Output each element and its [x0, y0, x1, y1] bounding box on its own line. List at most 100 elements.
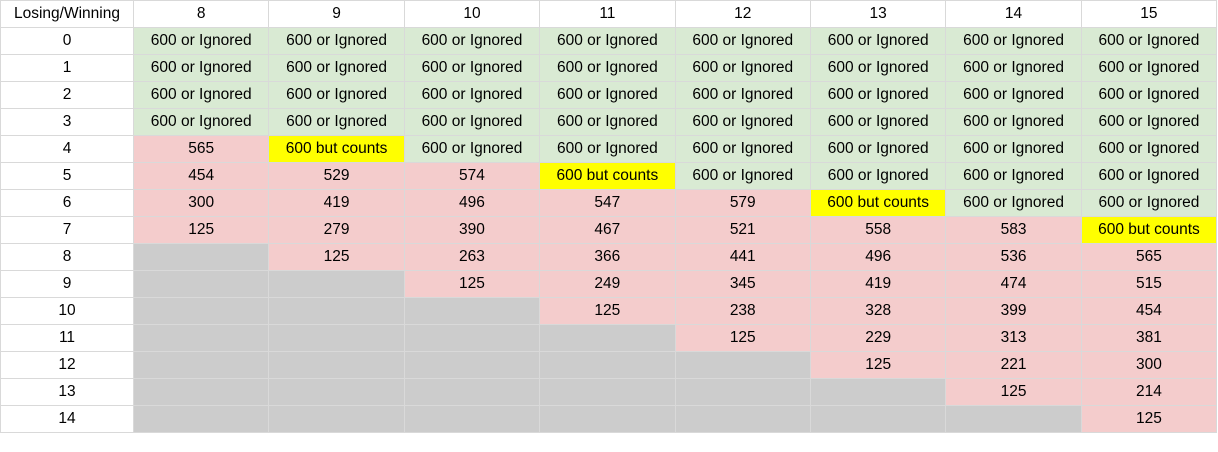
- table-cell[interactable]: 600 or Ignored: [674, 54, 811, 82]
- table-cell[interactable]: [132, 243, 270, 271]
- table-cell[interactable]: 454: [132, 162, 270, 190]
- table-cell[interactable]: 214: [1080, 378, 1218, 406]
- table-cell[interactable]: 600 or Ignored: [539, 81, 676, 109]
- table-cell[interactable]: 600 or Ignored: [403, 108, 541, 136]
- table-cell[interactable]: 547: [539, 189, 676, 217]
- row-header-cell[interactable]: 9: [0, 270, 134, 298]
- table-cell[interactable]: 600 but counts: [809, 189, 947, 217]
- table-cell[interactable]: 125: [1080, 405, 1218, 433]
- table-cell[interactable]: [539, 405, 676, 433]
- table-cell[interactable]: 467: [539, 216, 676, 244]
- table-cell[interactable]: 300: [1080, 351, 1218, 379]
- table-cell[interactable]: 600 or Ignored: [1080, 162, 1218, 190]
- table-cell[interactable]: 496: [403, 189, 541, 217]
- row-header-cell[interactable]: 6: [0, 189, 134, 217]
- table-cell[interactable]: 600 or Ignored: [132, 54, 270, 82]
- table-cell[interactable]: 419: [268, 189, 405, 217]
- table-cell[interactable]: [809, 405, 947, 433]
- table-cell[interactable]: [132, 270, 270, 298]
- table-cell[interactable]: 300: [132, 189, 270, 217]
- table-cell[interactable]: 600 or Ignored: [403, 135, 541, 163]
- table-cell[interactable]: [403, 324, 541, 352]
- column-header-cell[interactable]: 8: [132, 0, 270, 28]
- table-cell[interactable]: 366: [539, 243, 676, 271]
- table-cell[interactable]: 600 or Ignored: [945, 27, 1082, 55]
- table-cell[interactable]: 565: [1080, 243, 1218, 271]
- table-cell[interactable]: 600 or Ignored: [674, 108, 811, 136]
- table-cell[interactable]: 279: [268, 216, 405, 244]
- table-cell[interactable]: 583: [945, 216, 1082, 244]
- table-cell[interactable]: 600 but counts: [1080, 216, 1218, 244]
- table-cell[interactable]: 125: [268, 243, 405, 271]
- table-cell[interactable]: 600 or Ignored: [674, 135, 811, 163]
- table-cell[interactable]: 229: [809, 324, 947, 352]
- table-cell[interactable]: 600 or Ignored: [809, 54, 947, 82]
- table-cell[interactable]: 600 or Ignored: [539, 54, 676, 82]
- table-cell[interactable]: 600 or Ignored: [403, 27, 541, 55]
- table-cell[interactable]: 574: [403, 162, 541, 190]
- table-cell[interactable]: [132, 405, 270, 433]
- table-cell[interactable]: 125: [539, 297, 676, 325]
- table-cell[interactable]: 600 or Ignored: [674, 27, 811, 55]
- row-header-cell[interactable]: 8: [0, 243, 134, 271]
- table-cell[interactable]: 600 or Ignored: [268, 27, 405, 55]
- table-cell[interactable]: 600 or Ignored: [809, 108, 947, 136]
- row-header-cell[interactable]: 0: [0, 27, 134, 55]
- table-cell[interactable]: 600 or Ignored: [1080, 135, 1218, 163]
- table-cell[interactable]: [268, 378, 405, 406]
- row-header-cell[interactable]: 7: [0, 216, 134, 244]
- table-cell[interactable]: 529: [268, 162, 405, 190]
- row-header-cell[interactable]: 1: [0, 54, 134, 82]
- table-cell[interactable]: 600 or Ignored: [1080, 108, 1218, 136]
- table-cell[interactable]: [539, 351, 676, 379]
- table-cell[interactable]: 381: [1080, 324, 1218, 352]
- table-cell[interactable]: 263: [403, 243, 541, 271]
- table-cell[interactable]: 600 or Ignored: [674, 162, 811, 190]
- table-cell[interactable]: 345: [674, 270, 811, 298]
- row-header-cell[interactable]: 10: [0, 297, 134, 325]
- table-cell[interactable]: 474: [945, 270, 1082, 298]
- table-cell[interactable]: 399: [945, 297, 1082, 325]
- table-cell[interactable]: 600 or Ignored: [539, 135, 676, 163]
- table-cell[interactable]: 600 or Ignored: [268, 81, 405, 109]
- row-header-cell[interactable]: 4: [0, 135, 134, 163]
- column-header-cell[interactable]: 15: [1080, 0, 1218, 28]
- table-cell[interactable]: 600 or Ignored: [1080, 189, 1218, 217]
- table-cell[interactable]: [674, 351, 811, 379]
- table-cell[interactable]: [132, 297, 270, 325]
- row-header-cell[interactable]: 14: [0, 405, 134, 433]
- table-cell[interactable]: 419: [809, 270, 947, 298]
- table-cell[interactable]: 536: [945, 243, 1082, 271]
- table-cell[interactable]: 521: [674, 216, 811, 244]
- table-cell[interactable]: [945, 405, 1082, 433]
- table-cell[interactable]: 579: [674, 189, 811, 217]
- table-cell[interactable]: 328: [809, 297, 947, 325]
- table-cell[interactable]: [268, 405, 405, 433]
- table-cell[interactable]: 125: [403, 270, 541, 298]
- table-cell[interactable]: 558: [809, 216, 947, 244]
- table-cell[interactable]: [539, 324, 676, 352]
- table-cell[interactable]: 600 or Ignored: [809, 27, 947, 55]
- table-cell[interactable]: 600 or Ignored: [945, 81, 1082, 109]
- table-cell[interactable]: 600 or Ignored: [945, 162, 1082, 190]
- table-cell[interactable]: 600 or Ignored: [132, 81, 270, 109]
- column-header-cell[interactable]: 14: [945, 0, 1082, 28]
- table-cell[interactable]: 390: [403, 216, 541, 244]
- table-cell[interactable]: 515: [1080, 270, 1218, 298]
- table-cell[interactable]: 249: [539, 270, 676, 298]
- table-cell[interactable]: 600 or Ignored: [1080, 54, 1218, 82]
- table-cell[interactable]: [268, 270, 405, 298]
- table-cell[interactable]: 600 or Ignored: [809, 162, 947, 190]
- table-cell[interactable]: 496: [809, 243, 947, 271]
- table-cell[interactable]: 600 or Ignored: [268, 54, 405, 82]
- table-cell[interactable]: 125: [945, 378, 1082, 406]
- column-header-cell[interactable]: 12: [674, 0, 811, 28]
- table-cell[interactable]: [674, 378, 811, 406]
- corner-header-cell[interactable]: Losing/Winning: [0, 0, 134, 28]
- table-cell[interactable]: 600 but counts: [539, 162, 676, 190]
- table-cell[interactable]: 600 or Ignored: [132, 108, 270, 136]
- table-cell[interactable]: 125: [132, 216, 270, 244]
- column-header-cell[interactable]: 11: [539, 0, 676, 28]
- row-header-cell[interactable]: 2: [0, 81, 134, 109]
- table-cell[interactable]: 600 or Ignored: [132, 27, 270, 55]
